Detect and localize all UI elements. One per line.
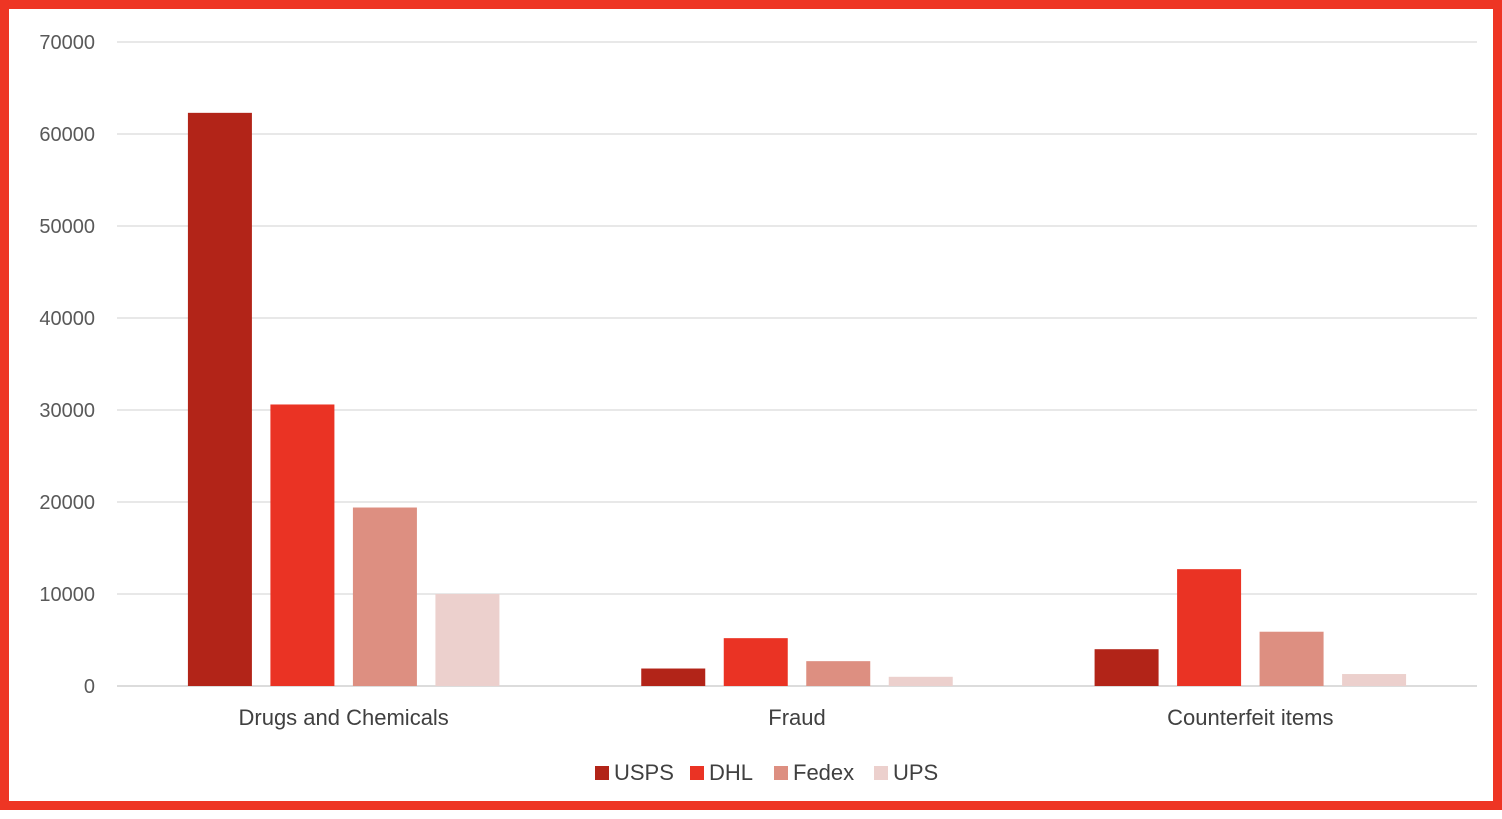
legend-label-ups: UPS	[893, 760, 938, 785]
x-category-label: Fraud	[768, 705, 825, 730]
legend-label-fedex: Fedex	[793, 760, 854, 785]
bar-fedex-2	[806, 661, 871, 686]
x-category-label: Drugs and Chemicals	[239, 705, 449, 730]
bar-usps-2	[641, 668, 706, 686]
bar-usps-1	[187, 112, 252, 687]
y-tick-label: 30000	[39, 400, 95, 422]
y-tick-label: 0	[84, 676, 95, 698]
bar-ups-3	[1342, 674, 1407, 686]
bar-dhl-2	[723, 638, 788, 686]
legend-label-usps: USPS	[614, 760, 674, 785]
y-tick-label: 70000	[39, 32, 95, 54]
x-axis-categories: Drugs and Chemicals Fraud Counterfeit item…	[239, 705, 1334, 730]
bars	[187, 112, 1407, 687]
bar-chart: 0 10000 20000 30000 40000 50000 60000 70000 Dru…	[39, 32, 1477, 785]
gridlines	[117, 41, 1477, 687]
bar-ups-2	[888, 676, 953, 686]
legend-swatch-dhl	[690, 766, 704, 780]
y-axis-ticks: 0 10000 20000 30000 40000 50000 60000 70000	[39, 32, 95, 698]
bar-fedex-1	[352, 507, 417, 686]
legend: USPS DHL Fedex UPS	[595, 760, 938, 785]
y-tick-label: 40000	[39, 308, 95, 330]
bar-dhl-1	[270, 404, 335, 686]
legend-swatch-usps	[595, 766, 609, 780]
bar-dhl-3	[1177, 569, 1242, 686]
bar-fedex-3	[1259, 631, 1324, 686]
y-tick-label: 10000	[39, 584, 95, 606]
bar-ups-1	[435, 594, 500, 686]
bar-usps-3	[1094, 649, 1159, 686]
x-category-label: Counterfeit items	[1167, 705, 1333, 730]
legend-label-dhl: DHL	[709, 760, 753, 785]
legend-swatch-ups	[874, 766, 888, 780]
legend-swatch-fedex	[774, 766, 788, 780]
y-tick-label: 60000	[39, 124, 95, 146]
y-tick-label: 20000	[39, 492, 95, 514]
y-tick-label: 50000	[39, 216, 95, 238]
